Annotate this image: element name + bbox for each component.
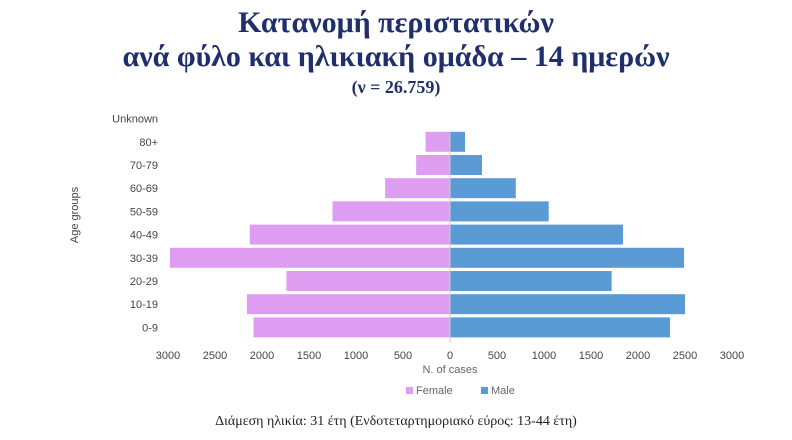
y-axis-label: Age groups <box>69 186 81 243</box>
x-tick-label: 2500 <box>673 350 697 362</box>
bar-female-70-79 <box>416 155 450 175</box>
y-tick-label: 30-39 <box>130 253 158 265</box>
bar-female-30-39 <box>169 247 450 268</box>
bar-female-20-29 <box>286 271 450 291</box>
x-tick-label: 1500 <box>579 350 603 362</box>
x-tick-label: 0 <box>447 350 453 362</box>
x-tick-label: 2000 <box>250 350 274 362</box>
legend-swatch-female <box>406 387 413 394</box>
y-tick-label: 20-29 <box>130 276 158 288</box>
y-tick-label: 50-59 <box>130 206 158 218</box>
x-tick-label: 2500 <box>203 350 227 362</box>
chart-title-line-1: Κατανομή περιστατικών <box>238 6 554 39</box>
x-tick-label: 1500 <box>297 350 321 362</box>
footnote: Διάμεση ηλικία: 31 έτη (Ενδοτεταρτημορια… <box>215 414 577 429</box>
y-tick-label: 80+ <box>139 137 158 149</box>
chart-subtitle: (ν = 26.759) <box>351 77 441 97</box>
legend-label-male: Male <box>491 385 515 397</box>
bar-male-60-69 <box>450 178 516 199</box>
bar-female-40-49 <box>249 224 450 245</box>
y-tick-label: 0-9 <box>142 322 158 334</box>
bar-male-30-39 <box>450 247 685 268</box>
x-tick-label: 2000 <box>626 350 650 362</box>
bar-male-40-49 <box>450 224 623 245</box>
bar-female-0-9 <box>253 317 450 338</box>
bar-male-70-79 <box>450 155 482 175</box>
legend-swatch-male <box>481 387 488 394</box>
bar-female-80+ <box>425 131 450 152</box>
bar-male-20-29 <box>450 271 612 291</box>
bar-male-80+ <box>450 131 466 152</box>
bar-female-10-19 <box>246 294 450 315</box>
bar-male-10-19 <box>450 294 685 315</box>
y-tick-label: 40-49 <box>130 230 158 242</box>
x-tick-label: 1000 <box>532 350 556 362</box>
bar-male-0-9 <box>450 317 670 338</box>
y-tick-label: 10-19 <box>130 299 158 311</box>
y-tick-label: 60-69 <box>130 183 158 195</box>
x-tick-label: 500 <box>394 350 412 362</box>
chart-title-line-2: ανά φύλο και ηλικιακή ομάδα – 14 ημερών <box>122 40 670 73</box>
x-tick-label: 3000 <box>720 350 744 362</box>
legend-label-female: Female <box>416 385 453 397</box>
x-axis-label: N. of cases <box>422 364 478 376</box>
bar-male-50-59 <box>450 201 549 222</box>
y-tick-label: Unknown <box>112 114 158 126</box>
bar-female-60-69 <box>385 178 450 199</box>
x-tick-label: 3000 <box>156 350 180 362</box>
x-tick-label: 500 <box>488 350 506 362</box>
x-tick-label: 1000 <box>344 350 368 362</box>
y-tick-label: 70-79 <box>130 160 158 172</box>
bar-female-50-59 <box>332 201 450 222</box>
